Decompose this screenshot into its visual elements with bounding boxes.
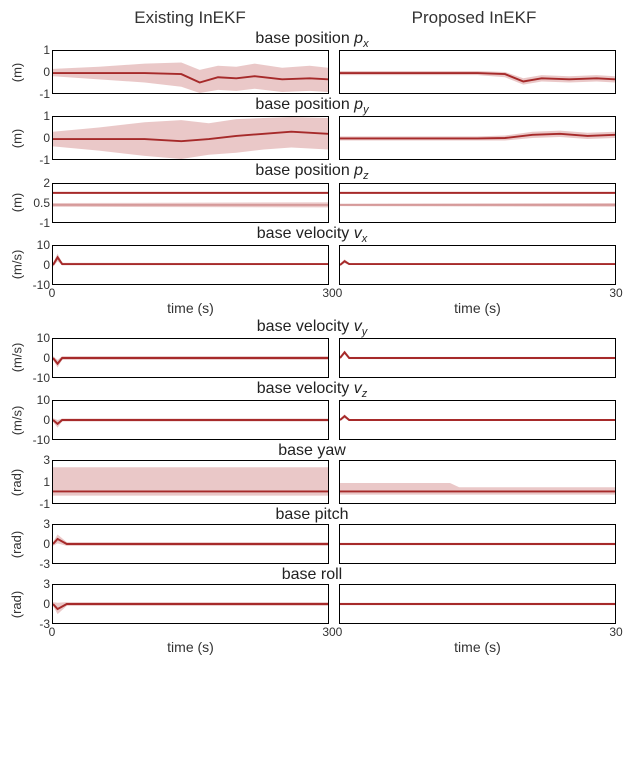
plot-pz-right	[339, 183, 616, 223]
row-roll: (rad)-303	[8, 584, 616, 624]
row-title-vy: base velocity vy	[8, 318, 616, 338]
ylabel-roll: (rad)	[8, 584, 26, 624]
figure-inekf-comparison: Existing InEKF Proposed InEKF base posit…	[8, 8, 616, 655]
row-vy: (m/s)-10010	[8, 338, 616, 378]
plot-yaw-right	[339, 460, 616, 504]
row-title-vz: base velocity vz	[8, 380, 616, 400]
plot-vz-right	[339, 400, 616, 440]
plot-vz-left	[52, 400, 329, 440]
yticks-roll: -303	[26, 584, 52, 624]
plot-vy-left	[52, 338, 329, 378]
row-pitch: (rad)-303	[8, 524, 616, 564]
row-vx: (m/s)-10010	[8, 245, 616, 285]
xticks-row-roll: 0 30 0 30	[8, 625, 616, 639]
xlabel-row-vx: time (s) time (s)	[8, 300, 616, 316]
row-yaw: (rad)-113	[8, 460, 616, 504]
row-pz: (m)-10.52	[8, 183, 616, 223]
ylabel-pz: (m)	[8, 183, 26, 223]
plot-px-right	[339, 50, 616, 94]
ylabel-px: (m)	[8, 50, 26, 94]
plot-px-left	[52, 50, 329, 94]
yticks-vy: -10010	[26, 338, 52, 378]
yticks-px: -101	[26, 50, 52, 94]
row-title-pz: base position pz	[8, 162, 616, 182]
plot-yaw-left	[52, 460, 329, 504]
ylabel-vy: (m/s)	[8, 338, 26, 378]
row-title-vx: base velocity vx	[8, 225, 616, 245]
plot-vy-right	[339, 338, 616, 378]
yticks-py: -101	[26, 116, 52, 160]
yticks-vx: -10010	[26, 245, 52, 285]
row-vz: (m/s)-10010	[8, 400, 616, 440]
yticks-yaw: -113	[26, 460, 52, 504]
ylabel-pitch: (rad)	[8, 524, 26, 564]
xlabel-left: time (s)	[52, 639, 329, 655]
plot-pitch-right	[339, 524, 616, 564]
xticks-row-vx: 0 30 0 30	[8, 286, 616, 300]
column-headers: Existing InEKF Proposed InEKF	[8, 8, 616, 28]
yticks-pitch: -303	[26, 524, 52, 564]
plot-roll-left	[52, 584, 329, 624]
plot-pz-left	[52, 183, 329, 223]
xlabel-right: time (s)	[339, 639, 616, 655]
row-px: (m)-101	[8, 50, 616, 94]
col-header-left: Existing InEKF	[48, 8, 332, 28]
ylabel-vx: (m/s)	[8, 245, 26, 285]
plot-pitch-left	[52, 524, 329, 564]
plot-py-right	[339, 116, 616, 160]
xlabel-right: time (s)	[339, 300, 616, 316]
row-py: (m)-101	[8, 116, 616, 160]
yticks-pz: -10.52	[26, 183, 52, 223]
row-title-roll: base roll	[8, 566, 616, 584]
plot-vx-right	[339, 245, 616, 285]
row-title-px: base position px	[8, 30, 616, 50]
plot-vx-left	[52, 245, 329, 285]
row-title-py: base position py	[8, 96, 616, 116]
xlabel-row-roll: time (s) time (s)	[8, 639, 616, 655]
col-header-right: Proposed InEKF	[332, 8, 616, 28]
plot-roll-right	[339, 584, 616, 624]
xlabel-left: time (s)	[52, 300, 329, 316]
ylabel-py: (m)	[8, 116, 26, 160]
yticks-vz: -10010	[26, 400, 52, 440]
ylabel-yaw: (rad)	[8, 460, 26, 504]
row-title-pitch: base pitch	[8, 506, 616, 524]
row-title-yaw: base yaw	[8, 442, 616, 460]
ylabel-vz: (m/s)	[8, 400, 26, 440]
plot-py-left	[52, 116, 329, 160]
